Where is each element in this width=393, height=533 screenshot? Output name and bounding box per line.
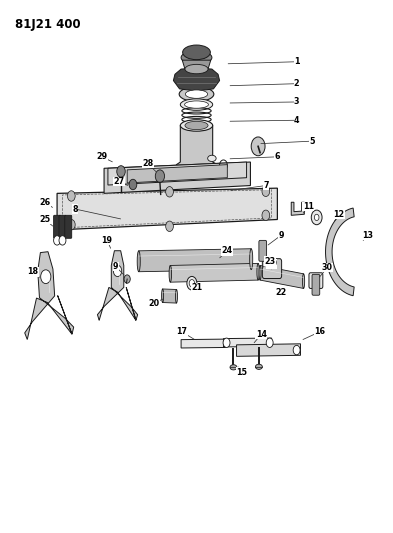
Ellipse shape	[230, 365, 237, 370]
Text: 22: 22	[275, 288, 287, 297]
Polygon shape	[176, 125, 218, 179]
Ellipse shape	[185, 101, 208, 108]
Text: 20: 20	[149, 298, 160, 308]
Circle shape	[251, 137, 265, 156]
Text: 3: 3	[294, 98, 299, 107]
Ellipse shape	[162, 289, 163, 303]
Text: 4: 4	[294, 116, 299, 125]
Polygon shape	[139, 249, 251, 272]
Polygon shape	[224, 338, 272, 347]
Circle shape	[41, 270, 51, 284]
Ellipse shape	[208, 155, 216, 161]
Ellipse shape	[137, 251, 140, 272]
Circle shape	[311, 210, 322, 225]
Ellipse shape	[303, 274, 305, 288]
Polygon shape	[182, 60, 211, 69]
Polygon shape	[25, 252, 73, 340]
Text: 9: 9	[113, 262, 118, 271]
Ellipse shape	[189, 279, 195, 287]
Text: 6: 6	[275, 152, 280, 161]
Ellipse shape	[181, 51, 212, 64]
Text: 10: 10	[266, 260, 277, 269]
Text: 30: 30	[322, 263, 333, 272]
Circle shape	[68, 191, 75, 201]
Ellipse shape	[259, 265, 261, 280]
Text: 16: 16	[314, 327, 325, 336]
Text: 19: 19	[102, 236, 113, 245]
Text: 8: 8	[72, 205, 78, 214]
Text: 18: 18	[27, 267, 39, 276]
FancyBboxPatch shape	[59, 215, 66, 238]
Polygon shape	[57, 188, 277, 230]
Text: 27: 27	[113, 177, 124, 186]
Text: 21: 21	[191, 283, 202, 292]
Circle shape	[166, 221, 173, 231]
Polygon shape	[173, 68, 220, 91]
FancyBboxPatch shape	[309, 273, 323, 288]
Circle shape	[59, 236, 66, 245]
Text: 29: 29	[97, 152, 108, 161]
Ellipse shape	[185, 90, 208, 98]
Text: 13: 13	[362, 231, 373, 240]
Circle shape	[68, 220, 75, 230]
Circle shape	[114, 265, 122, 277]
Text: 28: 28	[142, 159, 153, 168]
Text: 11: 11	[303, 202, 314, 211]
Circle shape	[124, 275, 130, 283]
Circle shape	[155, 170, 165, 182]
Circle shape	[314, 214, 319, 221]
Ellipse shape	[187, 277, 197, 290]
Text: 9: 9	[279, 231, 284, 240]
Polygon shape	[104, 162, 250, 193]
Text: 2: 2	[294, 79, 299, 88]
Polygon shape	[291, 202, 304, 215]
Text: 1: 1	[294, 57, 299, 66]
Circle shape	[117, 166, 125, 177]
Text: 24: 24	[222, 246, 233, 255]
Circle shape	[53, 236, 61, 245]
Ellipse shape	[169, 265, 171, 282]
Circle shape	[166, 187, 173, 197]
Ellipse shape	[180, 120, 213, 131]
Polygon shape	[127, 165, 227, 183]
Ellipse shape	[183, 45, 210, 60]
Circle shape	[266, 338, 273, 348]
Circle shape	[262, 186, 270, 197]
Circle shape	[129, 179, 137, 190]
Text: 17: 17	[176, 327, 187, 336]
Ellipse shape	[180, 99, 213, 110]
Circle shape	[293, 345, 300, 355]
FancyBboxPatch shape	[65, 215, 72, 238]
Polygon shape	[325, 208, 354, 296]
Polygon shape	[181, 339, 226, 348]
Ellipse shape	[175, 289, 178, 303]
Polygon shape	[237, 344, 301, 357]
Text: 23: 23	[264, 257, 275, 266]
Ellipse shape	[185, 64, 208, 74]
FancyBboxPatch shape	[259, 240, 266, 261]
Polygon shape	[163, 289, 176, 303]
Polygon shape	[108, 162, 246, 185]
FancyBboxPatch shape	[312, 274, 320, 295]
Ellipse shape	[257, 263, 259, 280]
Text: 25: 25	[40, 215, 51, 224]
Polygon shape	[260, 265, 303, 288]
Text: 81J21 400: 81J21 400	[15, 19, 81, 31]
Text: 26: 26	[40, 198, 51, 207]
Circle shape	[223, 338, 230, 348]
Polygon shape	[170, 263, 258, 282]
FancyBboxPatch shape	[53, 215, 61, 238]
Ellipse shape	[250, 249, 253, 270]
Text: 15: 15	[237, 368, 248, 376]
Text: 5: 5	[309, 136, 315, 146]
Text: 14: 14	[256, 330, 267, 339]
Circle shape	[262, 210, 270, 221]
Ellipse shape	[255, 364, 263, 369]
FancyBboxPatch shape	[263, 259, 282, 279]
Text: 12: 12	[333, 210, 345, 219]
Text: 7: 7	[263, 181, 268, 190]
Ellipse shape	[179, 87, 214, 101]
Ellipse shape	[185, 122, 208, 130]
Polygon shape	[97, 251, 138, 320]
